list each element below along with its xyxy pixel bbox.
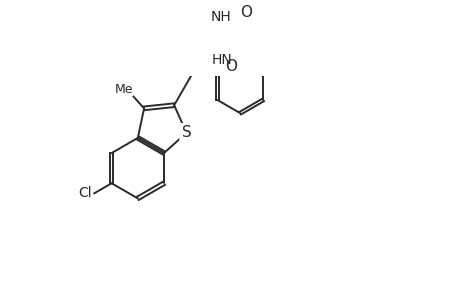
Text: S: S bbox=[181, 125, 191, 140]
Text: O: O bbox=[239, 5, 251, 20]
Text: O: O bbox=[224, 59, 236, 74]
Text: NH: NH bbox=[211, 10, 231, 24]
Text: Cl: Cl bbox=[78, 186, 92, 200]
Text: Me: Me bbox=[114, 83, 133, 96]
Text: HN: HN bbox=[212, 53, 232, 67]
